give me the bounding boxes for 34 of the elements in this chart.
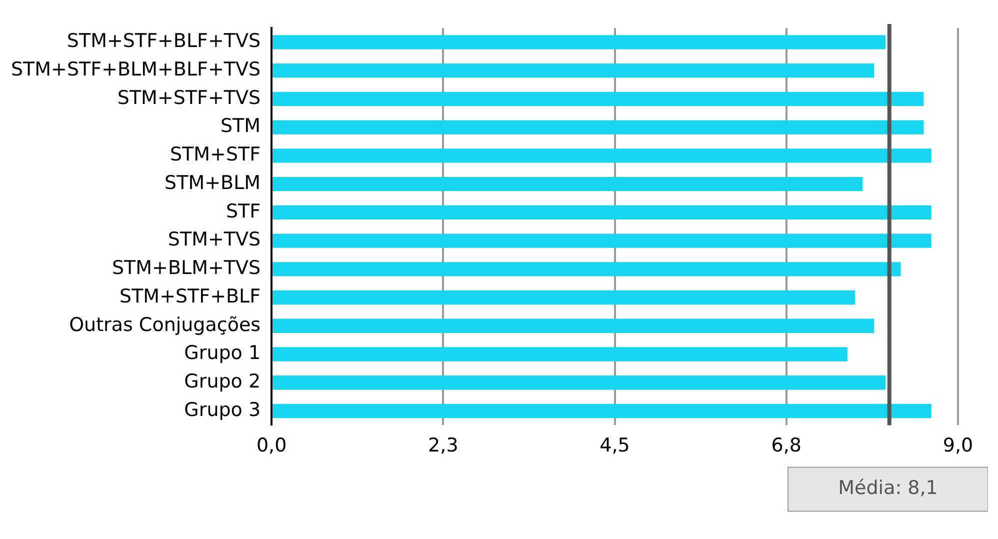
bar [272,176,863,192]
y-tick-label: STM+STF+BLF [120,285,261,308]
bar [272,290,856,305]
y-tick-label: STM+TVS [168,228,261,251]
y-tick-label: STM+STF+TVS [117,86,261,109]
y-tick-label: STM+STF+BLF+TVS [66,30,261,52]
y-tick-label: STM+STF+BLM+BLF+TVS [11,58,261,80]
y-tick-label: Grupo 3 [184,398,261,421]
y-tick-label: STM+BLM [164,172,261,194]
y-tick-label: Grupo 1 [184,342,261,364]
x-tick-label: 2,3 [428,434,458,457]
bar [272,92,924,106]
bar [272,148,932,163]
x-tick-label: 9,0 [942,434,974,457]
y-tick-label: Grupo 2 [184,370,261,393]
y-tick-label: STF [226,200,261,222]
bar [272,404,932,418]
bar [272,262,901,276]
ref-line-label: Média: 8,1 [838,477,938,500]
bar [272,318,874,333]
y-tick-label: STM+STF [170,144,261,166]
bar [272,234,932,248]
x-tick-label: 6,8 [771,434,802,457]
bar [272,120,924,134]
x-tick-label: 4,5 [600,434,630,457]
bar [272,205,932,220]
bar [272,35,886,50]
y-tick-label: Outras Conjugações [69,314,261,336]
bar [272,376,886,390]
x-tick-label: 0,0 [256,434,287,457]
bar [272,63,874,78]
y-tick-label: STM+BLM+TVS [112,257,261,280]
bar [272,347,848,362]
y-tick-label: STM [220,115,261,138]
